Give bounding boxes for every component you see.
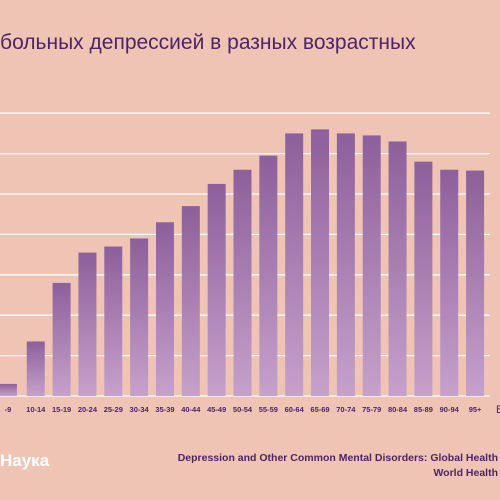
bar-85-89: [414, 161, 433, 396]
bar-60-64: [285, 133, 304, 396]
bar-70-74: [336, 133, 355, 396]
x-tick-label: 65-69: [310, 405, 329, 414]
x-tick-label: 30-34: [130, 405, 150, 414]
x-tick-label: 55-59: [259, 405, 278, 414]
bar-10-14: [26, 341, 45, 396]
x-tick-label: 85-89: [414, 405, 433, 414]
bar-80-84: [388, 141, 407, 396]
bar-25-29: [104, 246, 123, 396]
bar-75-79: [362, 135, 381, 397]
bar--9: [0, 383, 17, 396]
bar-45-49: [207, 183, 226, 396]
x-tick-label: 35-39: [155, 405, 174, 414]
bar-30-34: [130, 238, 149, 396]
x-axis-unit-fragment: В: [496, 404, 500, 416]
bar-55-59: [259, 155, 278, 396]
bar-95+: [466, 170, 485, 396]
x-tick-label: 40-44: [181, 405, 201, 414]
x-tick-label: 25-29: [104, 405, 123, 414]
bar-40-44: [181, 206, 200, 396]
bar-50-54: [233, 169, 252, 396]
bar-20-24: [78, 252, 97, 396]
x-tick-label: 15-19: [52, 405, 71, 414]
x-tick-label: 60-64: [285, 405, 305, 414]
x-tick-label: -9: [5, 405, 12, 414]
x-tick-label: 10-14: [26, 405, 46, 414]
x-tick-label: 75-79: [362, 405, 381, 414]
bar-15-19: [52, 282, 71, 396]
x-tick-label: 70-74: [336, 405, 356, 414]
source-note: Depression and Other Common Mental Disor…: [138, 451, 498, 481]
x-tick-label: 45-49: [207, 405, 226, 414]
bar-90-94: [440, 169, 459, 396]
x-tick-label: 20-24: [78, 405, 98, 414]
source-line-2: World Health: [433, 467, 498, 479]
x-tick-label: 90-94: [440, 405, 460, 414]
x-tick-label: 50-54: [233, 405, 253, 414]
brand-logo-text: Наука: [0, 451, 50, 470]
x-tick-label: 80-84: [388, 405, 408, 414]
source-line-1: Depression and Other Common Mental Disor…: [177, 452, 498, 464]
bar-65-69: [311, 129, 330, 397]
bar-35-39: [155, 222, 174, 396]
x-tick-label: 95+: [469, 405, 482, 414]
chart-title: тво больных депрессией в разных возрастн…: [0, 31, 416, 54]
